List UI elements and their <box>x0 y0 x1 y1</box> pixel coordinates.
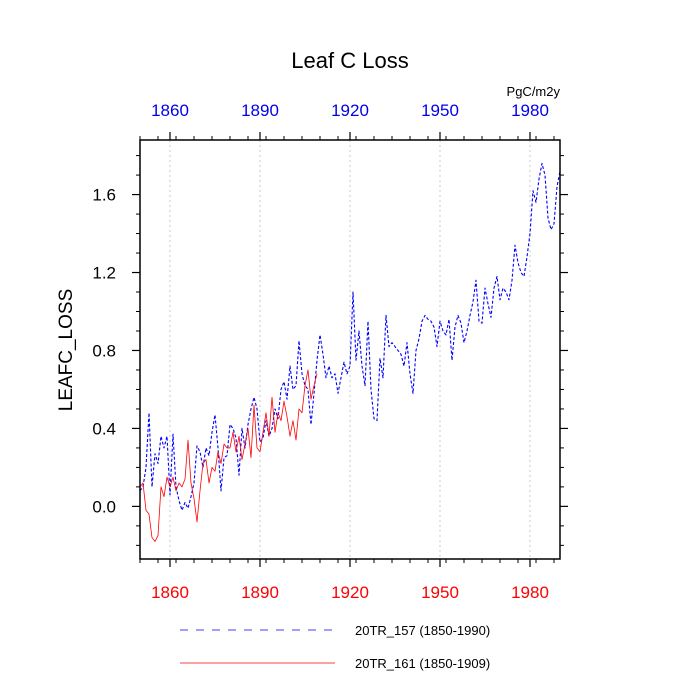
y-tick-label-0.8: 0.8 <box>92 341 116 360</box>
x-tick-label-top-1860: 1860 <box>151 101 189 120</box>
y-axis-label: LEAFC_LOSS <box>56 289 77 412</box>
tick-labels: 1860 1860 1890 1890 1920 1920 1950 1950 1980 1980… <box>92 101 549 602</box>
x-tick-label-bottom-1860: 1860 <box>151 583 189 602</box>
x-tick-label-bottom-1980: 1980 <box>511 583 549 602</box>
y-tick-label-1.2: 1.2 <box>92 264 116 283</box>
chart-title: Leaf C Loss <box>291 48 408 73</box>
x-tick-label-top-1950: 1950 <box>421 101 459 120</box>
x-tick-label-top-1980: 1980 <box>511 101 549 120</box>
axis-ticks <box>132 132 568 567</box>
y-tick-label-0.0: 0.0 <box>92 497 116 516</box>
y-tick-label-0.4: 0.4 <box>92 419 116 438</box>
y-tick-label-1.6: 1.6 <box>92 186 116 205</box>
x-tick-label-bottom-1920: 1920 <box>331 583 369 602</box>
legend: 20TR_157 (1850-1990) 20TR_161 (1850-1909… <box>180 623 490 671</box>
legend-label-series-2: 20TR_161 (1850-1909) <box>355 656 490 671</box>
x-tick-label-top-1890: 1890 <box>241 101 279 120</box>
units-label: PgC/m2y <box>507 84 561 99</box>
series-layer <box>139 162 561 542</box>
x-tick-label-bottom-1890: 1890 <box>241 583 279 602</box>
series-line-1 <box>139 162 561 511</box>
legend-label-series-1: 20TR_157 (1850-1990) <box>355 623 490 638</box>
x-tick-label-bottom-1950: 1950 <box>421 583 459 602</box>
grid-lines <box>169 140 531 559</box>
series-line-2 <box>139 369 318 542</box>
x-tick-label-top-1920: 1920 <box>331 101 369 120</box>
